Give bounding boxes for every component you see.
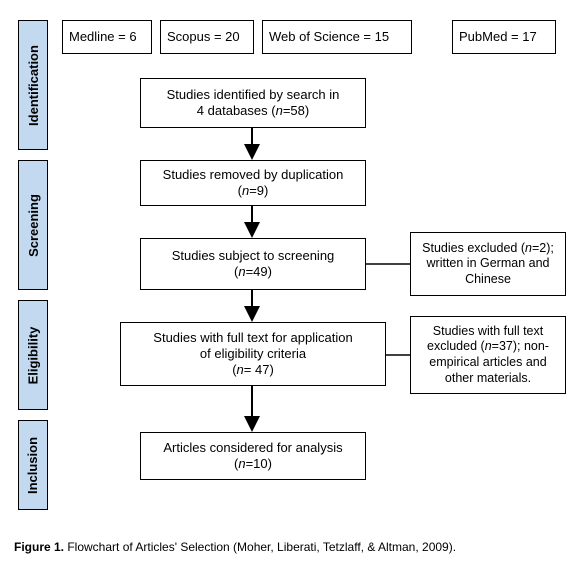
- caption-text: Flowchart of Articles' Selection (Moher,…: [64, 540, 456, 554]
- flow-line: Studies removed by duplication: [163, 167, 344, 183]
- flow-box-eligibility: Studies with full text for application o…: [120, 322, 386, 386]
- side-line: Studies with full text: [433, 324, 543, 340]
- flow-line: Studies with full text for application: [153, 330, 352, 346]
- side-line: written in German and: [427, 256, 550, 272]
- stage-label: Screening: [26, 194, 41, 257]
- flow-line: Studies subject to screening: [172, 248, 335, 264]
- db-box-medline: Medline = 6: [62, 20, 152, 54]
- flowchart-canvas: Identification Screening Eligibility Inc…: [0, 0, 580, 571]
- flow-line: (n= 47): [232, 362, 274, 378]
- side-line: Chinese: [465, 272, 511, 288]
- db-label: Medline = 6: [69, 29, 137, 45]
- db-box-scopus: Scopus = 20: [160, 20, 254, 54]
- flow-line: (n=49): [234, 264, 272, 280]
- db-label: PubMed = 17: [459, 29, 537, 45]
- stage-label: Inclusion: [26, 436, 41, 493]
- db-box-pubmed: PubMed = 17: [452, 20, 556, 54]
- flow-box-identified: Studies identified by search in 4 databa…: [140, 78, 366, 128]
- flow-line: 4 databases (n=58): [197, 103, 309, 119]
- flow-line: Articles considered for analysis: [163, 440, 342, 456]
- side-box-excluded-fulltext: Studies with full text excluded (n=37); …: [410, 316, 566, 394]
- side-box-excluded-language: Studies excluded (n=2); written in Germa…: [410, 232, 566, 296]
- db-box-webofscience: Web of Science = 15: [262, 20, 412, 54]
- flow-line: (n=10): [234, 456, 272, 472]
- flow-line: Studies identified by search in: [167, 87, 340, 103]
- stage-eligibility: Eligibility: [18, 300, 48, 410]
- figure-caption: Figure 1. Flowchart of Articles' Selecti…: [14, 540, 456, 554]
- flow-box-screening: Studies subject to screening (n=49): [140, 238, 366, 290]
- side-line: excluded (n=37); non-: [427, 339, 549, 355]
- side-line: Studies excluded (n=2);: [422, 241, 554, 257]
- flow-box-removed-duplication: Studies removed by duplication (n=9): [140, 160, 366, 206]
- stage-label: Identification: [26, 45, 41, 126]
- stage-inclusion: Inclusion: [18, 420, 48, 510]
- side-line: other materials.: [445, 371, 531, 387]
- side-line: empirical articles and: [429, 355, 546, 371]
- stage-label: Eligibility: [26, 326, 41, 384]
- db-label: Web of Science = 15: [269, 29, 389, 45]
- stage-screening: Screening: [18, 160, 48, 290]
- flow-box-included: Articles considered for analysis (n=10): [140, 432, 366, 480]
- flow-line: of eligibility criteria: [200, 346, 306, 362]
- flow-line: (n=9): [238, 183, 269, 199]
- db-label: Scopus = 20: [167, 29, 240, 45]
- stage-identification: Identification: [18, 20, 48, 150]
- caption-bold: Figure 1.: [14, 540, 64, 554]
